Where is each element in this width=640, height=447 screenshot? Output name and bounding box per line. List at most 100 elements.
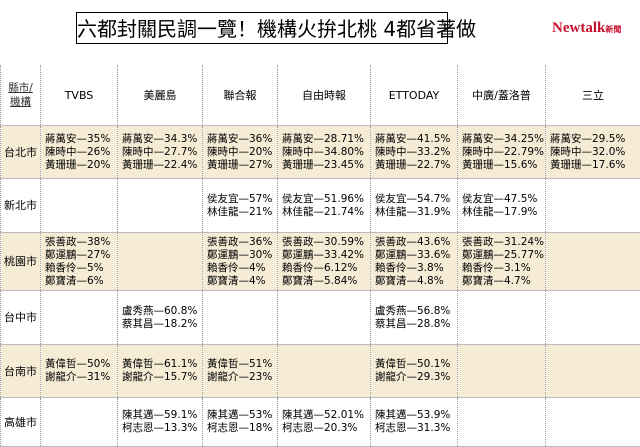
poll-result: 黃珊珊—27% <box>207 159 277 172</box>
poll-cell: 蔣萬安—34.3%陳時中—27.7%黃珊珊—22.4% <box>118 126 203 179</box>
poll-result: 黃偉哲—50% <box>45 358 117 371</box>
poll-cell: 盧秀燕—56.8%蔡其昌—28.8% <box>371 291 458 345</box>
poll-result: 黃偉哲—61.1% <box>122 358 202 371</box>
poll-cell <box>546 233 640 291</box>
poll-result: 蔣萬安—34.25% <box>462 133 545 146</box>
poll-cell: 黃偉哲—61.1%謝龍介—15.7% <box>118 345 203 398</box>
poll-result: 鄭寶清—4% <box>207 275 277 288</box>
poll-result: 張善政—31.24% <box>462 236 545 249</box>
poll-result: 黃偉哲—50.1% <box>375 358 457 371</box>
poll-result: 黃珊珊—20% <box>45 159 117 172</box>
poll-result: 鄭寶清—6% <box>45 275 117 288</box>
corner-text: 縣市/ <box>1 81 40 95</box>
poll-result: 賴香伶—3.8% <box>375 262 457 275</box>
poll-result: 蔣萬安—36% <box>207 133 277 146</box>
poll-result: 黃珊珊—22.7% <box>375 159 457 172</box>
table-row: 新北市侯友宜—57%林佳龍—21%侯友宜—51.96%林佳龍—21.74%侯友宜… <box>1 179 640 233</box>
poll-result: 張善政—30.59% <box>282 236 370 249</box>
poll-cell: 蔣萬安—35%陳時中—26%黃珊珊—20% <box>41 126 118 179</box>
poll-result: 蔣萬安—35% <box>45 133 117 146</box>
poll-result: 黃偉哲—51% <box>207 358 277 371</box>
poll-result: 陳時中—22.79% <box>462 146 545 159</box>
logo-text: Newtalk <box>552 20 605 36</box>
poll-cell: 盧秀燕—60.8%蔡其昌—18.2% <box>118 291 203 345</box>
poll-result: 陳其邁—53% <box>207 409 277 422</box>
city-cell: 高雄市 <box>1 398 41 447</box>
column-header: 聯合報 <box>203 65 278 126</box>
column-header: ETTODAY <box>371 65 458 126</box>
table-row: 台南市黃偉哲—50%謝龍介—31%黃偉哲—61.1%謝龍介—15.7%黃偉哲—5… <box>1 345 640 398</box>
column-header: 中廣/蓋洛普 <box>458 65 546 126</box>
city-cell: 台中市 <box>1 291 41 345</box>
poll-result: 陳時中—34.80% <box>282 146 370 159</box>
poll-cell: 蔣萬安—41.5%陳時中—33.2%黃珊珊—22.7% <box>371 126 458 179</box>
column-header: 美麗島 <box>118 65 203 126</box>
logo-sub: 新聞 <box>605 25 621 34</box>
poll-cell: 黃偉哲—50.1%謝龍介—29.3% <box>371 345 458 398</box>
corner-text: 機構 <box>1 95 40 109</box>
poll-result: 侯友宜—57% <box>207 193 277 206</box>
poll-result: 鄭寶清—4.8% <box>375 275 457 288</box>
poll-cell <box>41 179 118 233</box>
table-row: 高雄市 陳其邁—59.1%柯志恩—13.3%陳其邁—53%柯志恩—18%陳其邁—5… <box>1 398 640 447</box>
poll-cell: 陳其邁—59.1%柯志恩—13.3% <box>118 398 203 447</box>
poll-result: 鄭運鵬—25.77% <box>462 249 545 262</box>
poll-cell <box>458 291 546 345</box>
poll-result: 林佳龍—31.9% <box>375 206 457 219</box>
poll-result: 侯友宜—54.7% <box>375 193 457 206</box>
poll-result: 鄭運鵬—33.42% <box>282 249 370 262</box>
column-header: 三立 <box>546 65 640 126</box>
poll-result: 盧秀燕—56.8% <box>375 305 457 318</box>
poll-cell <box>203 291 278 345</box>
poll-cell: 黃偉哲—50%謝龍介—31% <box>41 345 118 398</box>
poll-result: 謝龍介—23% <box>207 371 277 384</box>
poll-result: 蔡其昌—28.8% <box>375 318 457 331</box>
table-row: 台中市 盧秀燕—60.8%蔡其昌—18.2% 盧秀燕—56.8%蔡其昌—28.8% <box>1 291 640 345</box>
poll-cell: 張善政—43.6%鄭運鵬—33.6%賴香伶—3.8%鄭寶清—4.8% <box>371 233 458 291</box>
poll-result: 林佳龍—17.9% <box>462 206 545 219</box>
poll-cell: 蔣萬安—28.71%陳時中—34.80%黃珊珊—23.45% <box>278 126 371 179</box>
city-cell: 新北市 <box>1 179 41 233</box>
poll-cell <box>118 179 203 233</box>
poll-cell: 陳其邁—53%柯志恩—18% <box>203 398 278 447</box>
poll-cell: 黃偉哲—51%謝龍介—23% <box>203 345 278 398</box>
poll-cell <box>118 233 203 291</box>
poll-cell <box>546 345 640 398</box>
poll-result: 鄭寶清—4.7% <box>462 275 545 288</box>
logo: Newtalk新聞 <box>552 20 621 37</box>
poll-result: 張善政—38% <box>45 236 117 249</box>
poll-cell: 張善政—31.24%鄭運鵬—25.77%賴香伶—3.1%鄭寶清—4.7% <box>458 233 546 291</box>
poll-cell: 侯友宜—47.5%林佳龍—17.9% <box>458 179 546 233</box>
poll-result: 侯友宜—47.5% <box>462 193 545 206</box>
poll-result: 蔣萬安—34.3% <box>122 133 202 146</box>
poll-cell <box>458 345 546 398</box>
poll-result: 柯志恩—20.3% <box>282 422 370 435</box>
poll-result: 蔡其昌—18.2% <box>122 318 202 331</box>
poll-result: 黃珊珊—23.45% <box>282 159 370 172</box>
poll-cell: 侯友宜—57%林佳龍—21% <box>203 179 278 233</box>
poll-result: 黃珊珊—22.4% <box>122 159 202 172</box>
poll-cell <box>458 398 546 447</box>
city-cell: 桃園市 <box>1 233 41 291</box>
poll-result: 賴香伶—6.12% <box>282 262 370 275</box>
poll-cell: 陳其邁—52.01%柯志恩—20.3% <box>278 398 371 447</box>
poll-result: 陳時中—33.2% <box>375 146 457 159</box>
poll-result: 陳時中—20% <box>207 146 277 159</box>
poll-cell: 侯友宜—51.96%林佳龍—21.74% <box>278 179 371 233</box>
poll-cell <box>546 398 640 447</box>
poll-result: 侯友宜—51.96% <box>282 193 370 206</box>
table-row: 台北市蔣萬安—35%陳時中—26%黃珊珊—20%蔣萬安—34.3%陳時中—27.… <box>1 126 640 179</box>
column-header: TVBS <box>41 65 118 126</box>
poll-result: 蔣萬安—28.71% <box>282 133 370 146</box>
poll-result: 鄭運鵬—30% <box>207 249 277 262</box>
poll-cell <box>41 398 118 447</box>
poll-result: 黃珊珊—15.6% <box>462 159 545 172</box>
poll-cell <box>546 179 640 233</box>
poll-result: 陳時中—26% <box>45 146 117 159</box>
city-cell: 台南市 <box>1 345 41 398</box>
poll-result: 柯志恩—13.3% <box>122 422 202 435</box>
poll-result: 林佳龍—21% <box>207 206 277 219</box>
